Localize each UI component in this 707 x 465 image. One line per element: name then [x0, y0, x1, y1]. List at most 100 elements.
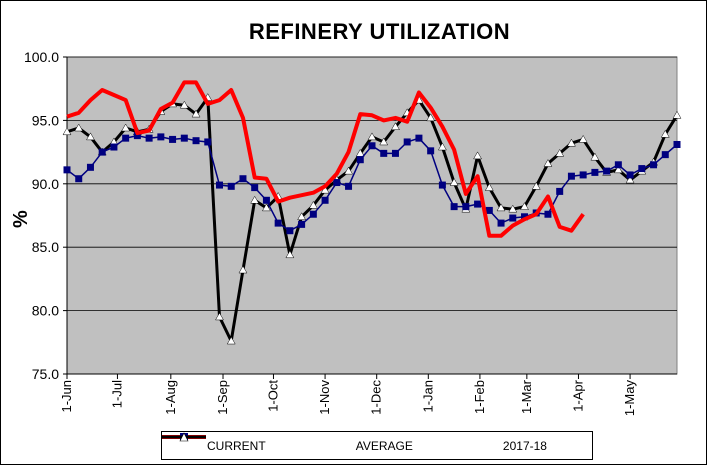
point-average	[274, 219, 282, 227]
point-2017-18	[308, 200, 318, 209]
point-2017-18	[191, 109, 201, 118]
point-average	[403, 138, 411, 146]
legend-label-2017-18: 2017-18	[502, 438, 547, 453]
point-2017-18	[121, 123, 131, 132]
point-average	[591, 168, 599, 176]
point-average	[251, 184, 259, 192]
point-2017-18	[74, 123, 84, 132]
point-average	[122, 134, 130, 142]
plot-area	[66, 56, 678, 375]
point-average	[298, 220, 306, 228]
point-2017-18	[426, 113, 436, 122]
point-2017-18	[379, 137, 389, 146]
x-tick-label: 1-Oct	[265, 380, 280, 412]
point-average	[239, 175, 247, 183]
point-average	[579, 171, 587, 179]
x-tick-label: 1-Jul	[109, 380, 124, 408]
point-2017-18	[566, 138, 576, 147]
point-average	[544, 210, 552, 218]
chart-title: REFINERY UTILIZATION	[248, 19, 511, 44]
y-tick-label: 85.0	[32, 239, 59, 255]
x-tick-label: 1-Dec	[369, 380, 384, 415]
point-average	[521, 213, 528, 221]
legend-item-2017-18: 2017-18	[162, 432, 547, 453]
point-average	[345, 182, 353, 190]
x-tick-label: 1-May	[622, 380, 637, 417]
point-2017-18	[555, 148, 565, 157]
legend-label-average: AVERAGE	[355, 438, 413, 453]
point-2017-18	[261, 203, 271, 212]
point-2017-18	[496, 203, 506, 212]
point-average	[462, 203, 470, 211]
point-2017-18	[672, 110, 682, 119]
point-average	[450, 203, 458, 211]
point-2017-18	[238, 265, 248, 274]
y-tick-label: 90.0	[32, 176, 59, 192]
point-average	[415, 134, 423, 142]
point-2017-18	[449, 178, 459, 186]
y-tick-label: 75.0	[32, 366, 59, 382]
point-2017-18	[484, 183, 494, 191]
point-2017-18	[86, 132, 95, 141]
point-average	[286, 227, 294, 235]
point-2017-18	[179, 100, 189, 109]
x-tick-label: 1-Apr	[570, 379, 585, 411]
point-2017-18	[613, 165, 623, 174]
point-average	[368, 142, 376, 150]
point-average	[309, 210, 317, 218]
point-average	[333, 179, 341, 187]
point-average	[216, 181, 223, 189]
point-2017-18	[285, 250, 295, 259]
point-average	[227, 182, 235, 190]
point-2017-18	[660, 129, 670, 138]
point-2017-18	[391, 122, 400, 130]
point-average	[98, 148, 106, 156]
point-2017-18	[473, 151, 483, 160]
point-average	[356, 156, 364, 164]
y-tick-label: 95.0	[32, 112, 59, 128]
legend-label-current: CURRENT	[207, 438, 266, 453]
point-2017-18	[543, 159, 553, 167]
point-average	[673, 140, 681, 148]
x-tick-label: 1-Jan	[420, 380, 435, 413]
legend-item-current: CURRENT	[162, 435, 266, 453]
y-tick-label: 80.0	[32, 303, 59, 319]
point-average	[157, 133, 165, 141]
x-tick-label: 1-Jun	[59, 380, 74, 413]
point-average	[63, 166, 71, 174]
point-average	[614, 161, 622, 169]
point-average	[661, 151, 669, 159]
y-tick-label: 100.0	[24, 49, 59, 65]
point-average	[180, 134, 188, 142]
point-average	[145, 134, 153, 142]
point-average	[75, 175, 83, 183]
point-average	[626, 171, 634, 179]
point-average	[204, 138, 212, 146]
point-2017-18	[590, 152, 600, 161]
point-2017-18	[437, 142, 447, 151]
point-average	[497, 219, 505, 227]
point-2017-18	[297, 212, 307, 221]
legend: CURRENT AVERAGE 2017-18	[161, 431, 593, 460]
point-2017-18	[215, 312, 224, 321]
x-tick-label: 1-Feb	[472, 380, 487, 414]
point-average	[133, 132, 141, 140]
point-2017-18	[625, 175, 635, 184]
x-tick-label: 1-Aug	[163, 380, 178, 415]
legend-item-average: AVERAGE	[162, 433, 413, 453]
x-tick-label: 1-Sep	[215, 380, 230, 415]
point-2017-18	[344, 166, 353, 175]
point-2017-18	[250, 195, 260, 204]
point-2017-18	[531, 181, 541, 190]
point-average	[638, 165, 646, 173]
point-average	[438, 181, 446, 189]
point-average	[556, 187, 564, 195]
point-average	[192, 137, 200, 145]
point-average	[509, 214, 517, 222]
point-average	[86, 163, 94, 171]
point-2017-18	[520, 202, 529, 210]
point-average	[391, 149, 399, 157]
point-average	[567, 172, 575, 180]
